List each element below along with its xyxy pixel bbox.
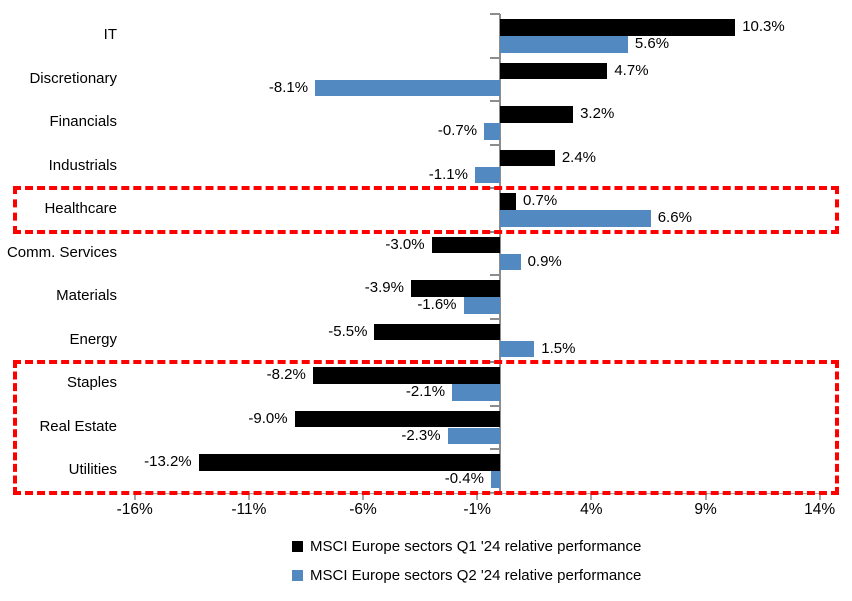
value-label-q2-utilities: -0.4% bbox=[444, 470, 484, 487]
value-label-q1-comm-services: -3.0% bbox=[385, 235, 425, 253]
value-label-q1-healthcare: 0.7% bbox=[523, 192, 558, 209]
value-label-q2-staples: -2.1% bbox=[405, 383, 446, 400]
bar-q1-financials bbox=[500, 106, 574, 123]
value-label-q2-comm-services: 0.9% bbox=[527, 252, 562, 270]
bar-q2-utilities bbox=[490, 471, 501, 488]
value-label-q1-real-estate: -9.0% bbox=[248, 409, 288, 427]
value-label-q2-financials: -0.7% bbox=[437, 122, 478, 139]
bar-q2-healthcare bbox=[500, 210, 651, 227]
bar-q2-staples bbox=[452, 384, 501, 401]
bar-q1-utilities bbox=[198, 454, 501, 471]
x-axis-tick bbox=[704, 492, 707, 500]
value-label-q1-it: 10.3% bbox=[742, 18, 785, 35]
legend-label-q2: MSCI Europe sectors Q2 '24 relative perf… bbox=[310, 566, 642, 584]
category-axis-tick bbox=[490, 448, 501, 450]
bar-q1-comm-services bbox=[431, 236, 501, 253]
category-axis-tick bbox=[490, 100, 501, 102]
legend-item-q1: MSCI Europe sectors Q1 '24 relative perf… bbox=[292, 537, 642, 555]
value-label-q2-materials: -1.6% bbox=[417, 296, 457, 313]
highlight-box-healthcare bbox=[13, 186, 839, 234]
value-label-q2-discretionary: -8.1% bbox=[268, 78, 309, 96]
bar-q2-financials bbox=[484, 123, 501, 140]
legend-item-q2: MSCI Europe sectors Q2 '24 relative perf… bbox=[292, 566, 642, 584]
x-tick-label: 14% bbox=[804, 501, 836, 518]
value-label-q1-financials: 3.2% bbox=[580, 105, 615, 122]
category-axis-tick bbox=[490, 143, 501, 146]
category-label-materials: Materials bbox=[56, 287, 117, 305]
value-label-q1-energy: -5.5% bbox=[328, 322, 368, 340]
value-label-q2-real-estate: -2.3% bbox=[401, 426, 441, 444]
bar-q2-industrials bbox=[474, 166, 501, 183]
x-tick-label: -11% bbox=[231, 501, 267, 518]
bar-q2-real-estate bbox=[447, 427, 501, 444]
category-label-industrials: Industrials bbox=[48, 156, 117, 174]
bar-q1-energy bbox=[374, 323, 501, 340]
x-axis-tick bbox=[590, 492, 593, 500]
legend-swatch-q2 bbox=[292, 569, 303, 581]
category-axis-tick bbox=[490, 187, 501, 189]
category-axis-tick bbox=[490, 230, 501, 233]
category-axis-tick bbox=[490, 361, 501, 363]
bar-q1-materials bbox=[410, 280, 501, 297]
x-tick-label: -6% bbox=[349, 501, 377, 518]
value-label-q2-energy: 1.5% bbox=[541, 339, 576, 357]
category-label-comm-services: Comm. Services bbox=[6, 243, 117, 261]
x-tick-label: 9% bbox=[694, 501, 717, 518]
bar-q2-comm-services bbox=[500, 253, 521, 270]
value-label-q1-discretionary: 4.7% bbox=[614, 61, 649, 79]
value-label-q1-utilities: -13.2% bbox=[144, 453, 192, 470]
category-axis-tick bbox=[490, 317, 501, 320]
category-axis-tick bbox=[490, 404, 501, 407]
bar-q1-it bbox=[500, 19, 736, 36]
category-axis-tick bbox=[490, 274, 501, 276]
category-label-financials: Financials bbox=[49, 113, 117, 131]
x-tick-label: -16% bbox=[116, 501, 153, 518]
x-axis-tick bbox=[818, 492, 821, 500]
legend-swatch-q1 bbox=[292, 540, 303, 552]
bar-q1-discretionary bbox=[500, 62, 608, 79]
category-label-real-estate: Real Estate bbox=[39, 417, 117, 435]
value-label-q1-materials: -3.9% bbox=[364, 279, 404, 296]
x-axis-tick bbox=[362, 492, 365, 500]
category-label-discretionary: Discretionary bbox=[29, 69, 117, 87]
category-label-healthcare: Healthcare bbox=[44, 200, 117, 218]
bar-q1-healthcare bbox=[500, 193, 516, 210]
value-label-q2-industrials: -1.1% bbox=[428, 165, 468, 183]
bar-q1-industrials bbox=[500, 149, 555, 166]
bar-q1-staples bbox=[312, 367, 501, 384]
value-label-q2-healthcare: 6.6% bbox=[657, 209, 692, 226]
category-label-utilities: Utilities bbox=[68, 461, 117, 479]
bar-q2-materials bbox=[463, 297, 501, 314]
bar-q2-discretionary bbox=[315, 79, 501, 96]
x-tick-label: 4% bbox=[580, 501, 603, 518]
category-label-staples: Staples bbox=[66, 374, 117, 392]
x-axis-tick bbox=[133, 492, 136, 500]
legend-label-q1: MSCI Europe sectors Q1 '24 relative perf… bbox=[310, 537, 642, 555]
category-axis-tick bbox=[490, 13, 501, 15]
x-axis-tick bbox=[476, 492, 479, 500]
x-tick-label: -1% bbox=[463, 501, 491, 518]
category-label-energy: Energy bbox=[69, 330, 117, 348]
bar-q2-energy bbox=[500, 340, 535, 357]
x-axis-tick bbox=[247, 492, 250, 500]
category-axis-tick bbox=[490, 56, 501, 59]
category-label-it: IT bbox=[103, 26, 117, 44]
value-label-q1-staples: -8.2% bbox=[266, 366, 306, 383]
value-label-q1-industrials: 2.4% bbox=[561, 148, 597, 166]
value-label-q2-it: 5.6% bbox=[634, 35, 670, 52]
bar-q1-real-estate bbox=[294, 410, 501, 427]
bar-q2-it bbox=[500, 36, 628, 53]
